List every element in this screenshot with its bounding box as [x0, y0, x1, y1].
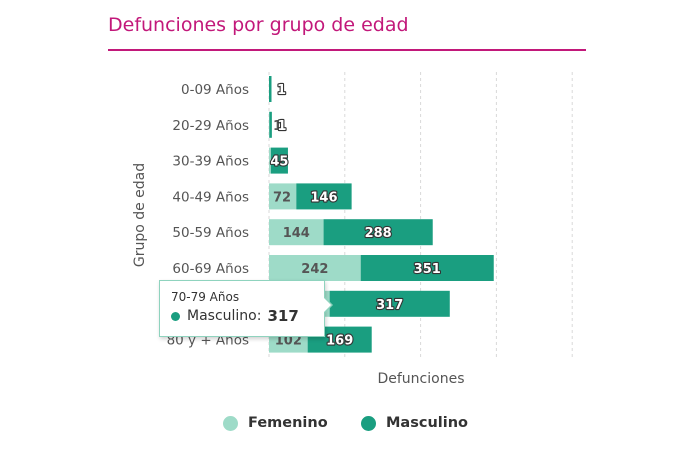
data-label-masculino: 1	[277, 83, 286, 98]
data-label-femenino: 72	[273, 190, 291, 205]
femenino-swatch	[223, 415, 238, 431]
title-underline	[108, 49, 586, 51]
y-tick-label: 30-39 Años	[172, 154, 249, 170]
data-label-masculino: 146	[310, 190, 337, 205]
y-tick-label: 20-29 Años	[172, 118, 249, 134]
data-label-masculino: 45	[270, 155, 288, 170]
tooltip-series-name: Masculino	[187, 308, 257, 324]
legend-item-masculino[interactable]: Masculino	[361, 415, 468, 431]
data-label-femenino: 242	[301, 262, 328, 277]
legend: Femenino Masculino	[0, 415, 700, 437]
legend-item-femenino[interactable]: Femenino	[223, 415, 328, 431]
y-tick-label: 40-49 Años	[172, 189, 249, 205]
y-tick-label: 60-69 Años	[172, 261, 249, 277]
tooltip-title: 70-79 Años	[171, 290, 240, 304]
bar-masculino[interactable]	[270, 147, 288, 174]
legend-label-masculino: Masculino	[386, 415, 468, 431]
data-label-masculino: 351	[414, 262, 441, 277]
tooltip-series-dot	[171, 311, 180, 321]
bar-femenino[interactable]	[269, 219, 324, 246]
tooltip-separator: :	[256, 308, 262, 324]
y-tick-label: 50-59 Años	[172, 225, 249, 241]
y-axis-title: Grupo de edad	[132, 163, 148, 267]
data-label-masculino: 169	[326, 334, 353, 349]
bar-masculino[interactable]	[360, 255, 494, 281]
bar-femenino[interactable]	[269, 255, 361, 281]
data-label-femenino: 102	[275, 334, 302, 349]
tooltip-row: Masculino: 317	[171, 307, 299, 325]
bar-masculino[interactable]	[269, 111, 272, 138]
legend-label-femenino: Femenino	[248, 415, 328, 431]
tooltip-value: 317	[267, 307, 299, 325]
chart-title: Defunciones por grupo de edad	[108, 14, 409, 36]
data-label-masculino: 288	[365, 226, 392, 241]
data-label-femenino: 1	[273, 119, 282, 134]
masculino-swatch	[361, 415, 376, 431]
data-label-masculino: 1	[277, 119, 286, 134]
tooltip-caret-inner	[323, 297, 331, 313]
y-tick-label: 0-09 Años	[181, 82, 249, 98]
bar-masculino[interactable]	[296, 183, 352, 210]
data-label-masculino: 317	[376, 298, 403, 313]
bar-femenino[interactable]	[269, 147, 271, 174]
data-label-femenino: 144	[283, 226, 310, 241]
bar-masculino[interactable]	[329, 290, 450, 317]
bar-femenino[interactable]	[269, 183, 297, 210]
tooltip: 70-79 Años Masculino: 317	[159, 280, 325, 337]
x-axis-title: Defunciones	[377, 371, 464, 387]
bar-masculino[interactable]	[323, 219, 433, 246]
bar-masculino[interactable]	[269, 76, 272, 102]
